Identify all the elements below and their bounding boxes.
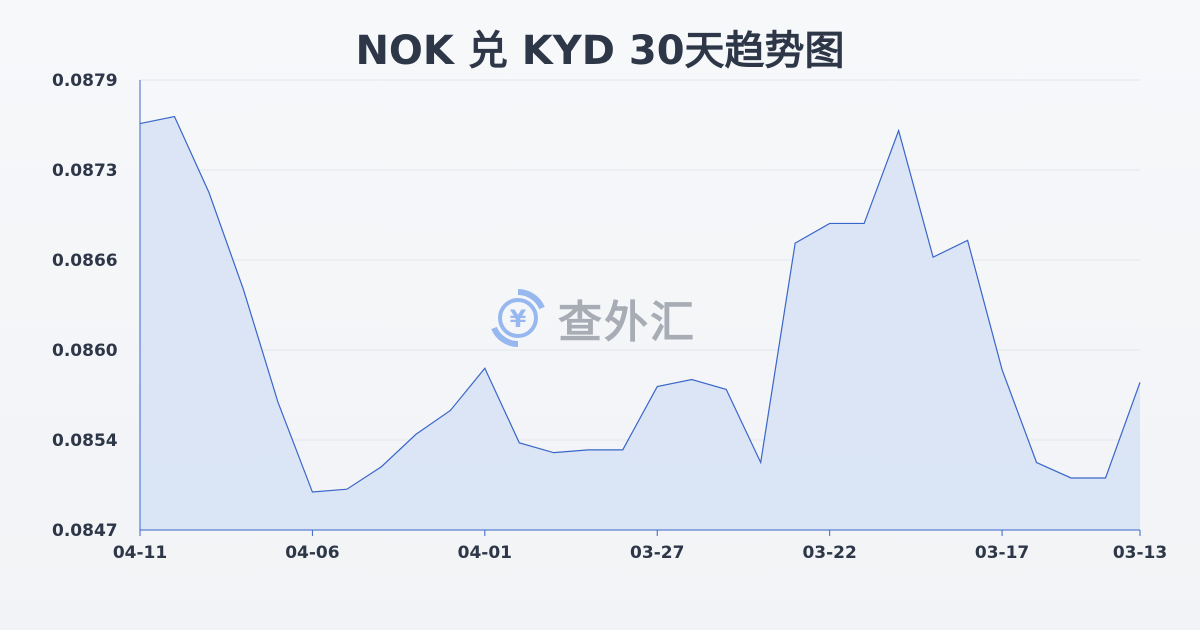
- series-line: [139, 115, 1141, 493]
- svg-text:¥: ¥: [510, 305, 527, 333]
- area-fill: [140, 116, 1140, 530]
- x-tick-label: 03-17: [975, 543, 1029, 563]
- watermark-text: 查外汇: [558, 297, 696, 348]
- x-tick-label: 03-27: [630, 543, 684, 563]
- x-tick-label: 03-13: [1113, 543, 1167, 563]
- watermark: ¥ 查外汇: [488, 286, 696, 350]
- x-tick-label: 04-01: [458, 543, 512, 563]
- y-tick-label: 0.0879: [52, 71, 118, 91]
- yuan-exchange-icon: ¥: [491, 289, 545, 347]
- x-tick-label: 04-11: [113, 543, 167, 563]
- chart-title: NOK 兑 KYD 30天趋势图: [355, 28, 845, 74]
- y-tick-label: 0.0860: [52, 341, 118, 361]
- x-tick-label: 03-22: [802, 543, 856, 563]
- y-tick-label: 0.0847: [52, 521, 118, 541]
- x-tick-label: 04-06: [285, 543, 339, 563]
- y-tick-label: 0.0854: [52, 431, 118, 451]
- y-tick-label: 0.0873: [52, 161, 118, 181]
- y-tick-label: 0.0866: [52, 251, 118, 271]
